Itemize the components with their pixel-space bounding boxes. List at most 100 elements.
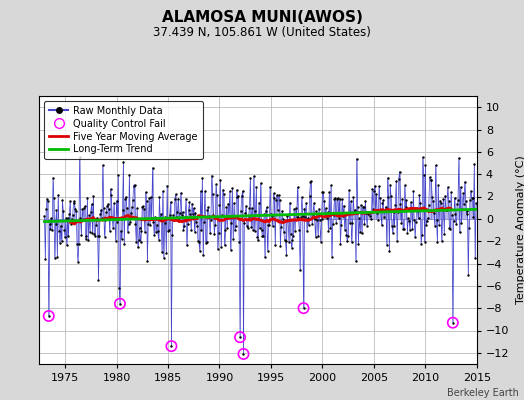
- Point: [170, 216, 178, 223]
- Point: [334, 195, 342, 202]
- Point: [97, 206, 105, 213]
- Point: [216, 177, 224, 183]
- Point: [105, 228, 114, 234]
- Point: [60, 227, 68, 233]
- Point: [446, 226, 454, 232]
- Point: [189, 210, 197, 217]
- Point: [383, 242, 391, 248]
- Point: [156, 215, 165, 222]
- Point: [121, 196, 129, 202]
- Point: [141, 189, 150, 196]
- Point: [299, 305, 308, 311]
- Point: [68, 216, 76, 222]
- Point: [146, 222, 154, 228]
- Point: [435, 222, 443, 228]
- Point: [211, 221, 220, 228]
- Point: [397, 220, 406, 226]
- Point: [361, 221, 369, 228]
- Point: [171, 191, 180, 198]
- Point: [130, 181, 139, 188]
- Point: [427, 177, 435, 184]
- Point: [307, 178, 315, 184]
- Point: [81, 203, 89, 210]
- Point: [370, 183, 379, 189]
- Point: [53, 254, 61, 260]
- Point: [63, 214, 72, 221]
- Point: [233, 187, 241, 193]
- Point: [433, 239, 442, 246]
- Point: [199, 252, 208, 258]
- Point: [325, 189, 333, 195]
- Point: [344, 232, 352, 239]
- Point: [163, 182, 171, 189]
- Point: [93, 233, 102, 239]
- Point: [418, 232, 426, 238]
- Point: [230, 200, 238, 206]
- Point: [154, 228, 162, 234]
- Point: [319, 189, 328, 196]
- Point: [304, 222, 313, 228]
- Point: [460, 201, 468, 208]
- Point: [62, 215, 70, 222]
- Point: [349, 194, 357, 201]
- Y-axis label: Temperature Anomaly (°C): Temperature Anomaly (°C): [516, 156, 524, 304]
- Point: [77, 231, 85, 238]
- Point: [72, 208, 80, 214]
- Point: [56, 240, 64, 246]
- Point: [55, 228, 63, 234]
- Point: [266, 184, 274, 190]
- Point: [128, 204, 136, 211]
- Point: [444, 198, 453, 204]
- Point: [327, 182, 335, 188]
- Point: [451, 211, 460, 218]
- Point: [409, 188, 418, 194]
- Point: [80, 204, 88, 211]
- Point: [217, 244, 225, 250]
- Point: [419, 154, 427, 161]
- Point: [175, 215, 183, 221]
- Point: [374, 216, 383, 223]
- Point: [369, 206, 377, 212]
- Point: [252, 184, 260, 190]
- Point: [209, 191, 217, 197]
- Point: [147, 194, 155, 200]
- Point: [186, 211, 194, 218]
- Point: [168, 231, 177, 238]
- Point: [96, 211, 104, 218]
- Point: [427, 176, 435, 183]
- Point: [227, 220, 236, 226]
- Point: [346, 198, 355, 204]
- Point: [209, 212, 217, 218]
- Point: [345, 187, 353, 194]
- Point: [190, 205, 198, 211]
- Point: [78, 206, 86, 212]
- Point: [443, 206, 451, 213]
- Point: [394, 209, 402, 215]
- Point: [103, 203, 111, 209]
- Point: [233, 194, 242, 200]
- Point: [459, 190, 467, 196]
- Point: [101, 217, 110, 223]
- Point: [66, 198, 74, 204]
- Point: [197, 226, 205, 233]
- Point: [151, 214, 159, 220]
- Point: [364, 211, 372, 218]
- Point: [161, 214, 170, 220]
- Point: [138, 203, 146, 210]
- Point: [212, 181, 220, 188]
- Point: [45, 313, 53, 319]
- Point: [238, 188, 247, 194]
- Point: [469, 214, 477, 220]
- Point: [167, 343, 176, 349]
- Point: [119, 158, 127, 165]
- Point: [140, 206, 148, 212]
- Point: [90, 231, 99, 238]
- Point: [401, 204, 410, 210]
- Point: [430, 210, 438, 216]
- Point: [448, 212, 456, 218]
- Point: [147, 215, 156, 221]
- Point: [84, 237, 92, 243]
- Point: [99, 162, 107, 168]
- Point: [377, 207, 385, 213]
- Point: [396, 201, 405, 207]
